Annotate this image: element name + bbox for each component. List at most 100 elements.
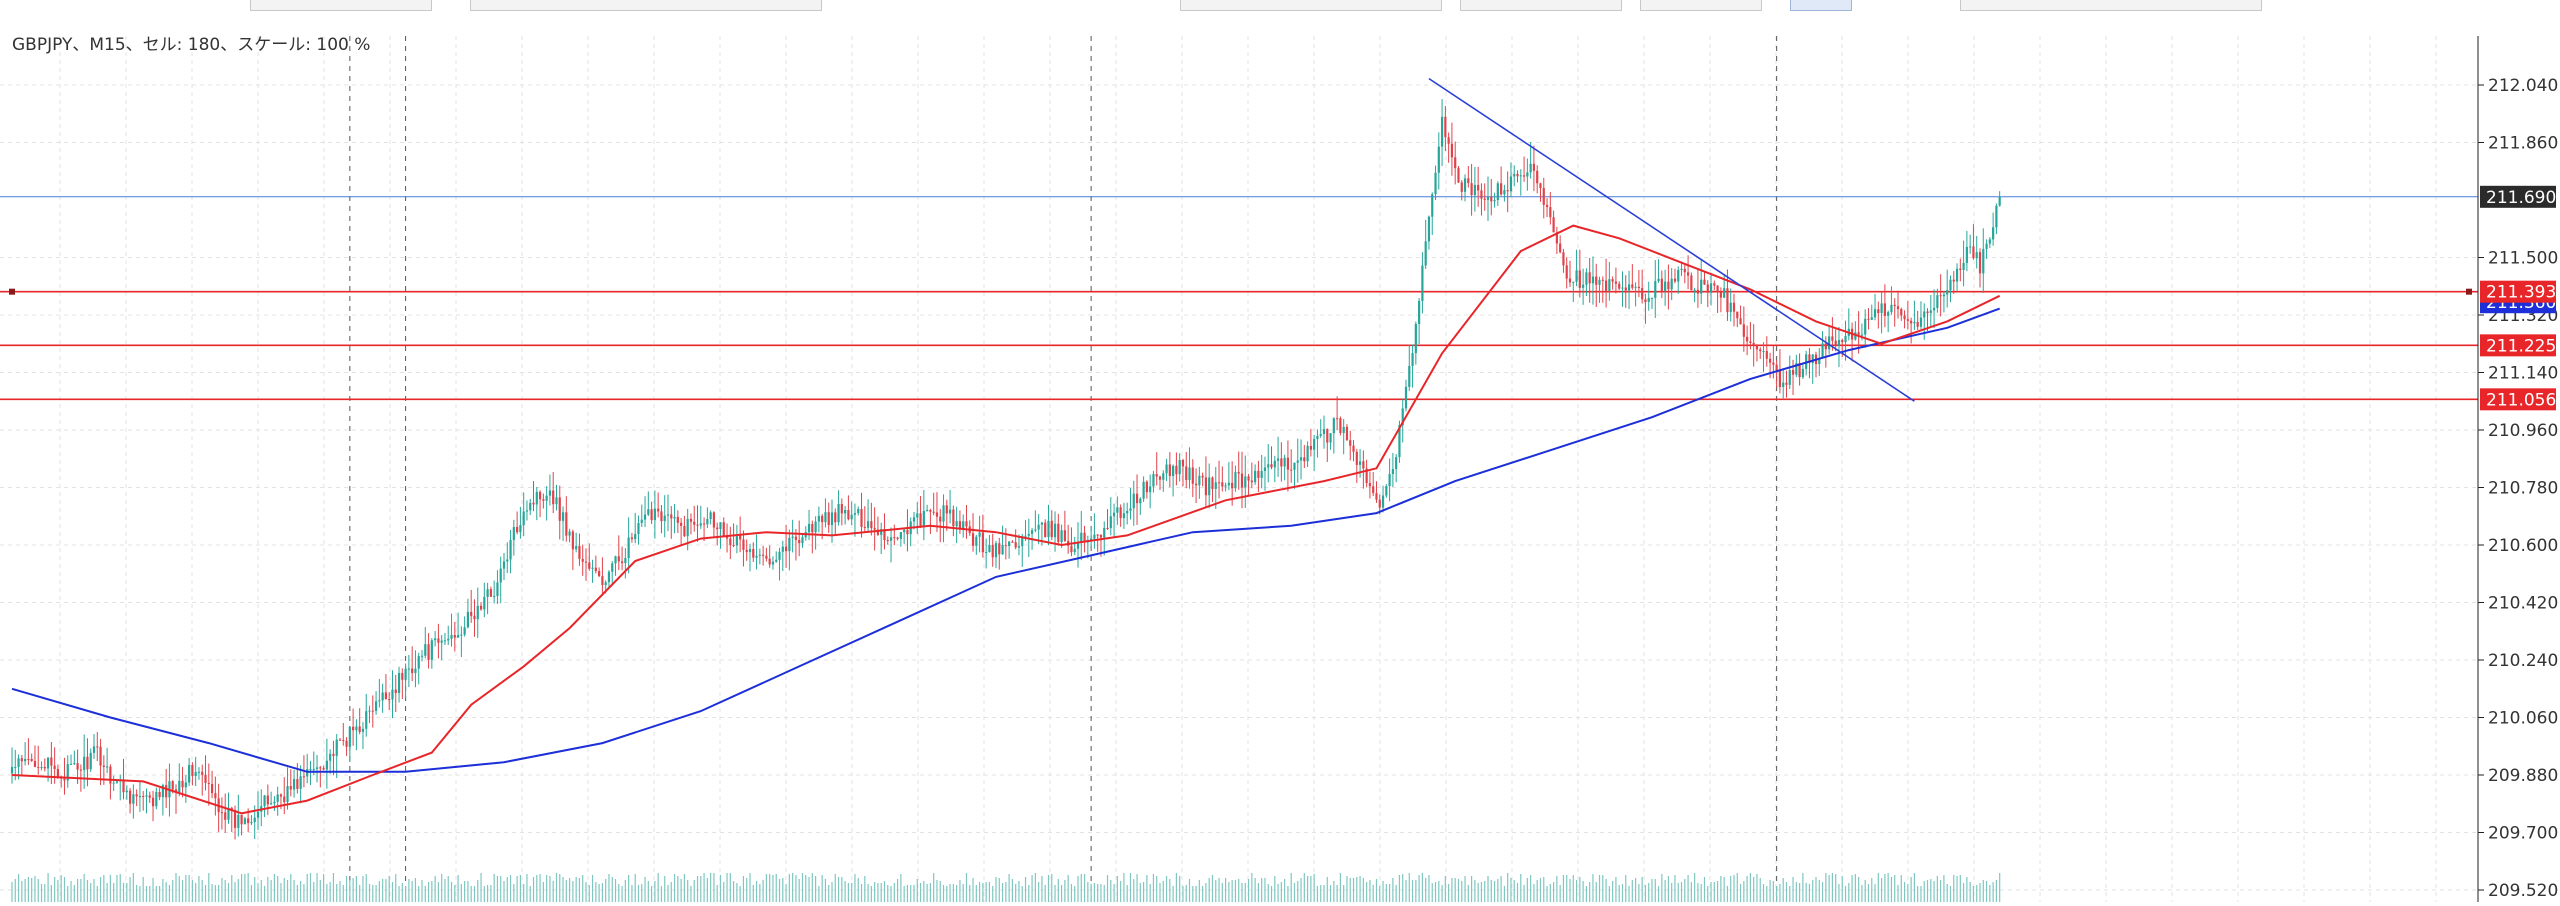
candle-body: [745, 549, 748, 553]
candle-body: [440, 640, 443, 643]
candle-body: [424, 644, 427, 656]
candle-body: [1568, 278, 1572, 283]
candle-body: [434, 638, 437, 641]
candle-body: [1267, 464, 1270, 468]
candle-body: [1017, 546, 1021, 548]
candle-body: [683, 525, 686, 537]
candle-body: [299, 776, 302, 789]
candle-body: [1578, 270, 1581, 288]
candle-body: [1427, 216, 1431, 242]
candle-body: [1762, 351, 1765, 353]
candle-body: [630, 537, 634, 540]
candle-body: [1549, 207, 1552, 218]
candle-body: [1027, 533, 1030, 536]
candle-body: [1539, 183, 1542, 189]
candle-body: [204, 774, 207, 783]
candle-body: [1181, 460, 1185, 467]
candle-body: [1096, 534, 1099, 536]
candle-body: [834, 512, 837, 523]
candle-body: [1893, 304, 1896, 307]
candle-body: [1542, 188, 1545, 205]
candle-body: [719, 522, 722, 530]
candle-body: [945, 505, 948, 514]
candle-body: [1841, 339, 1844, 343]
candle-body: [660, 511, 663, 522]
candle-body: [1073, 548, 1076, 553]
candle-body: [112, 782, 115, 784]
candle-body: [906, 529, 909, 535]
candle-body: [886, 540, 889, 542]
candle-body: [1237, 472, 1240, 474]
candle-body: [1293, 462, 1296, 470]
candle-body: [1765, 351, 1768, 359]
candle-body: [184, 782, 187, 788]
candle-body: [1158, 476, 1162, 480]
candle-body: [1040, 522, 1044, 525]
candle-body: [378, 700, 381, 702]
candle-body: [1788, 369, 1791, 385]
candle-body: [417, 656, 420, 669]
candle-body: [617, 556, 620, 562]
candle-body: [1936, 295, 1939, 308]
candle-body: [712, 512, 716, 528]
candle-body: [935, 512, 939, 517]
candle-body: [1004, 545, 1007, 547]
candle-body: [1965, 246, 1968, 263]
candle-body: [506, 559, 509, 562]
trendline[interactable]: [1428, 77, 1915, 402]
candle-body: [89, 752, 92, 770]
candle-body: [1142, 481, 1145, 499]
candle-body: [850, 514, 853, 520]
candle-body: [128, 790, 132, 804]
candle-body: [568, 531, 571, 536]
candle-body: [1480, 190, 1483, 199]
candle-body: [647, 509, 650, 515]
candle-body: [388, 699, 391, 701]
candle-body: [778, 551, 781, 560]
price-axis-tick-label: 210.600: [2488, 536, 2558, 556]
candle-body: [1860, 334, 1864, 336]
candle-body: [998, 543, 1001, 555]
candle-body: [912, 517, 916, 522]
candle-body: [73, 763, 76, 765]
candle-body: [591, 567, 594, 569]
candle-body: [548, 490, 552, 496]
candle-body: [1368, 483, 1372, 487]
candle-body: [1618, 283, 1621, 289]
moving-averages: [11, 224, 2001, 815]
candle-body: [450, 634, 453, 639]
price-axis-tick-label: 209.700: [2488, 824, 2558, 844]
candle-body: [1811, 354, 1814, 364]
candle-body: [725, 536, 729, 539]
candle-body: [535, 491, 538, 505]
candle-body: [1798, 363, 1801, 378]
candle-body: [1490, 196, 1493, 202]
candle-body: [14, 767, 17, 769]
candle-body: [279, 794, 283, 797]
candle-body: [1700, 279, 1703, 294]
price-axis-tick-label: 211.140: [2488, 364, 2558, 384]
candle-body: [329, 753, 332, 761]
candle-body: [463, 627, 466, 635]
candle-body: [689, 518, 693, 522]
candle-body: [155, 791, 158, 807]
candle-body: [1473, 184, 1476, 196]
candle-body: [315, 767, 319, 769]
candlestick-series: [10, 99, 2001, 840]
candle-body: [1447, 137, 1450, 144]
candle-body: [135, 794, 138, 797]
candle-body: [1959, 268, 1962, 270]
candle-body: [227, 807, 230, 820]
candle-body: [1244, 476, 1247, 488]
candle-body: [1440, 116, 1444, 147]
candle-body: [1477, 184, 1480, 191]
candle-body: [827, 512, 830, 526]
candle-body: [1234, 472, 1237, 489]
candle-body: [1109, 516, 1112, 529]
candle-body: [1887, 312, 1890, 316]
candle-body: [1713, 283, 1716, 286]
candle-body: [768, 558, 771, 565]
price-axis: 212.040211.860211.500211.320211.140210.9…: [2477, 36, 2558, 902]
